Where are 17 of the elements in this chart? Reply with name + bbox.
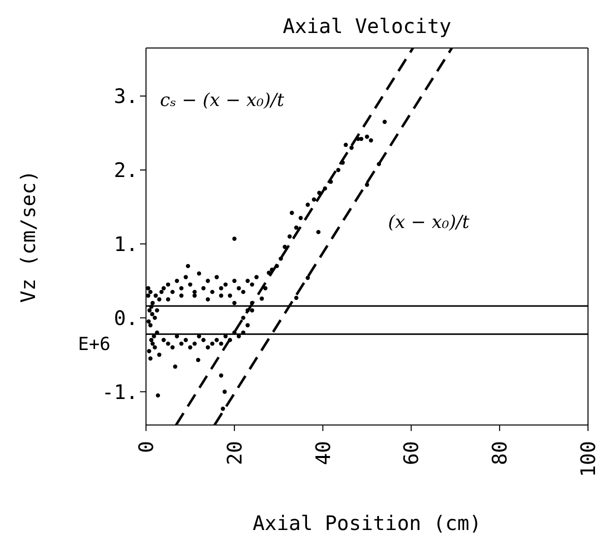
x-tick-label: 80 bbox=[488, 441, 512, 466]
annotation: (x − x₀)/t bbox=[388, 212, 470, 233]
y-tick-label: 0. bbox=[114, 306, 138, 330]
x-tick-label: 60 bbox=[399, 441, 424, 466]
y-tick-label: 2. bbox=[114, 158, 138, 182]
x-tick-label: 40 bbox=[310, 441, 335, 466]
y-axis-title: Vz (cm/sec) bbox=[16, 170, 40, 303]
x-tick-label: 100 bbox=[576, 441, 600, 478]
x-axis-title: Axial Position (cm) bbox=[252, 511, 482, 535]
x-tick-label: 20 bbox=[222, 441, 246, 466]
chart-title: Axial Velocity bbox=[282, 14, 452, 38]
annotation: cₛ − (x − x₀)/t bbox=[160, 90, 284, 111]
y-tick-label: 3. bbox=[114, 84, 138, 108]
y-tick-label: -1. bbox=[102, 380, 138, 404]
x-tick-label: 0 bbox=[134, 441, 158, 454]
y-tick-label: 1. bbox=[114, 232, 138, 256]
text: E+6 bbox=[78, 334, 111, 355]
